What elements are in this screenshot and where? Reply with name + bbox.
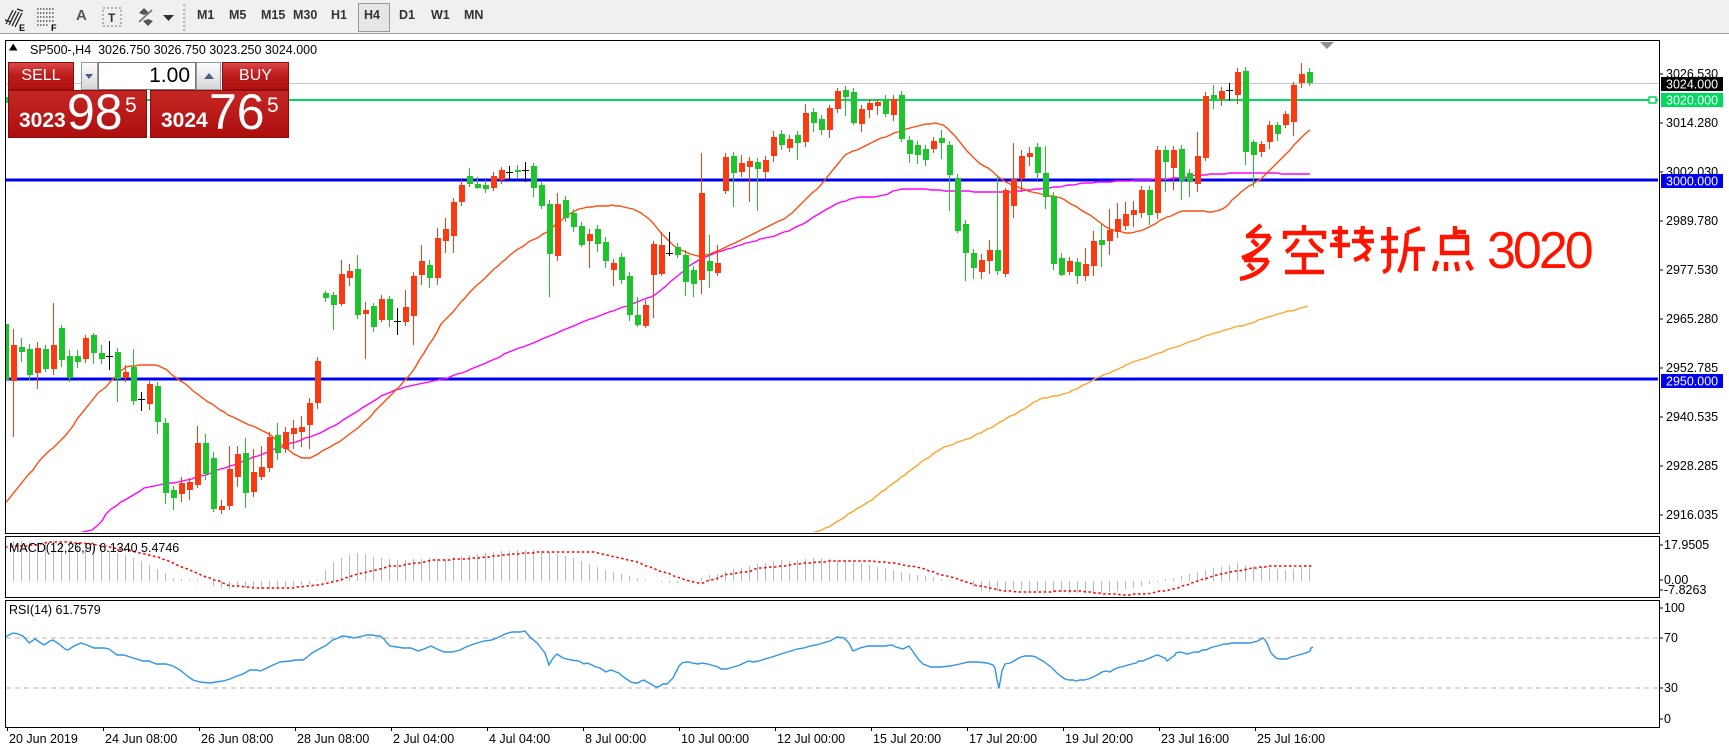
svg-text:2 Jul 04:00: 2 Jul 04:00 bbox=[393, 732, 454, 746]
svg-text:100: 100 bbox=[1664, 601, 1685, 615]
svg-text:15 Jul 20:00: 15 Jul 20:00 bbox=[873, 732, 941, 746]
svg-text:28 Jun 08:00: 28 Jun 08:00 bbox=[297, 732, 369, 746]
svg-text:30: 30 bbox=[1664, 681, 1678, 695]
svg-text:2965.280: 2965.280 bbox=[1666, 312, 1718, 326]
svg-text:MACD(12,26,9) 6.1340 5.4746: MACD(12,26,9) 6.1340 5.4746 bbox=[9, 541, 179, 555]
svg-text:3014.280: 3014.280 bbox=[1666, 116, 1718, 130]
svg-text:2950.000: 2950.000 bbox=[1666, 375, 1718, 389]
svg-text:T: T bbox=[108, 11, 116, 25]
svg-text:17.9505: 17.9505 bbox=[1664, 538, 1709, 552]
svg-text:20 Jun 2019: 20 Jun 2019 bbox=[9, 732, 78, 746]
svg-text:2977.530: 2977.530 bbox=[1666, 263, 1718, 277]
svg-text:3024.000: 3024.000 bbox=[1666, 78, 1718, 92]
svg-text:2989.780: 2989.780 bbox=[1666, 214, 1718, 228]
svg-text:RSI(14) 61.7579: RSI(14) 61.7579 bbox=[9, 603, 101, 617]
svg-text:E: E bbox=[19, 23, 25, 32]
svg-text:23 Jul 16:00: 23 Jul 16:00 bbox=[1161, 732, 1229, 746]
svg-text:0.00: 0.00 bbox=[1664, 573, 1688, 587]
svg-text:24 Jun 08:00: 24 Jun 08:00 bbox=[105, 732, 177, 746]
svg-text:25 Jul 16:00: 25 Jul 16:00 bbox=[1257, 732, 1325, 746]
svg-text:10 Jul 00:00: 10 Jul 00:00 bbox=[681, 732, 749, 746]
svg-text:70: 70 bbox=[1664, 631, 1678, 645]
svg-text:SP500-,H4 3026.750 3026.750 3: SP500-,H4 3026.750 3026.750 3023.250 302… bbox=[30, 43, 317, 57]
svg-text:26 Jun 08:00: 26 Jun 08:00 bbox=[201, 732, 273, 746]
svg-text:19 Jul 20:00: 19 Jul 20:00 bbox=[1065, 732, 1133, 746]
svg-text:2928.285: 2928.285 bbox=[1666, 459, 1718, 473]
svg-text:2916.035: 2916.035 bbox=[1666, 508, 1718, 522]
svg-text:3020: 3020 bbox=[1487, 222, 1592, 280]
svg-text:12 Jul 00:00: 12 Jul 00:00 bbox=[777, 732, 845, 746]
svg-text:2952.785: 2952.785 bbox=[1666, 361, 1718, 375]
svg-text:3000.000: 3000.000 bbox=[1666, 175, 1718, 189]
svg-text:8 Jul 00:00: 8 Jul 00:00 bbox=[585, 732, 646, 746]
svg-text:F: F bbox=[51, 23, 57, 32]
svg-text:3020.000: 3020.000 bbox=[1666, 94, 1718, 108]
svg-text:0: 0 bbox=[1664, 712, 1671, 726]
svg-text:2940.535: 2940.535 bbox=[1666, 410, 1718, 424]
svg-text:4 Jul 04:00: 4 Jul 04:00 bbox=[489, 732, 550, 746]
svg-text:-7.8263: -7.8263 bbox=[1664, 583, 1706, 597]
svg-text:17 Jul 20:00: 17 Jul 20:00 bbox=[969, 732, 1037, 746]
